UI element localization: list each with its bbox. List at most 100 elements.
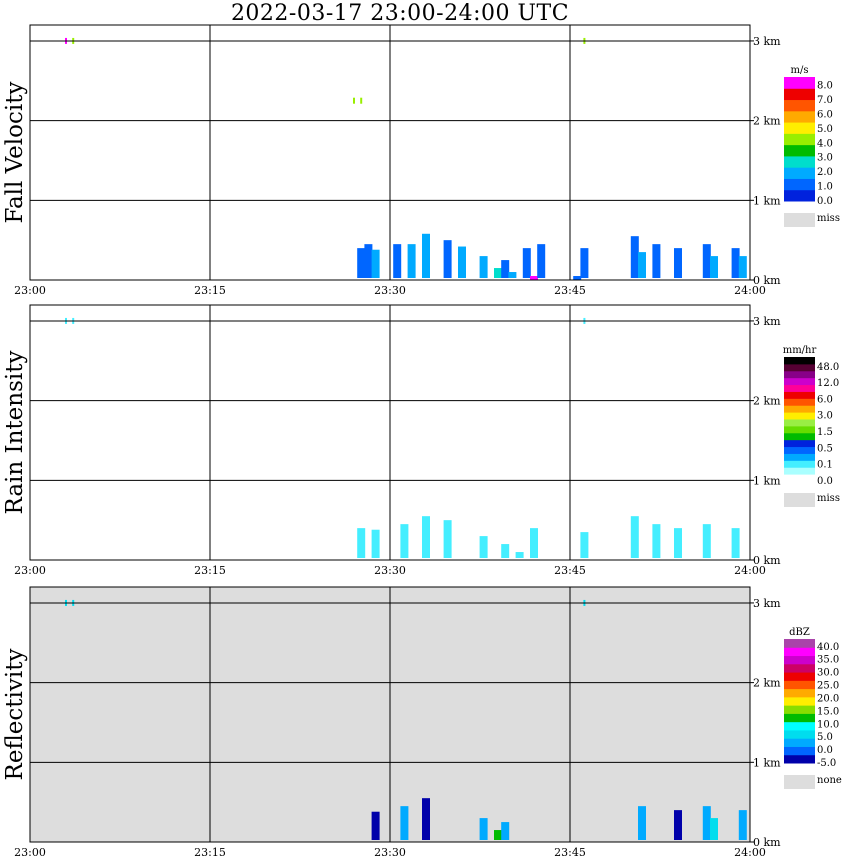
colorbar-swatch — [784, 425, 815, 434]
colorbar-swatch — [784, 680, 815, 690]
x-tick-label: 23:45 — [554, 564, 586, 577]
colorbar-swatch — [784, 432, 815, 441]
colorbar-miss-label: none — [817, 775, 842, 786]
colorbar-swatch — [784, 754, 815, 764]
y-tick-label: 1 km — [753, 756, 781, 769]
data-cell — [400, 524, 409, 558]
y-tick-label: 3 km — [753, 35, 781, 48]
colorbar-swatch — [784, 370, 815, 379]
colorbar-label: 7.0 — [817, 95, 833, 106]
colorbar-swatch — [784, 391, 815, 399]
colorbar-swatch — [784, 729, 815, 739]
colorbar-swatch — [784, 189, 815, 202]
panel-ylabel: Rain Intensity — [2, 350, 28, 514]
colorbar-swatch — [784, 110, 815, 123]
colorbar-label: 1.5 — [817, 427, 833, 438]
x-tick-label: 23:00 — [14, 846, 46, 859]
x-tick-label: 23:30 — [374, 846, 406, 859]
colorbar-swatch — [784, 167, 815, 179]
data-cell — [702, 806, 711, 840]
plot-frame — [29, 586, 751, 843]
data-cell — [371, 811, 380, 840]
data-cell — [580, 248, 589, 278]
colorbar-miss-swatch — [784, 775, 815, 789]
colorbar-unit: m/s — [791, 65, 809, 76]
colorbar-swatch — [784, 446, 815, 454]
x-tick-label: 23:30 — [374, 564, 406, 577]
colorbar-label: 5.0 — [817, 124, 833, 135]
data-cell — [515, 552, 524, 558]
colorbar-label: 4.0 — [817, 138, 833, 149]
data-cell — [494, 830, 502, 840]
colorbar-swatch — [784, 713, 815, 723]
y-tick-label: 2 km — [753, 115, 781, 128]
data-cell — [407, 244, 416, 278]
x-tick-label: 23:00 — [14, 564, 46, 577]
data-cell — [443, 520, 452, 558]
colorbar-label: 0.0 — [817, 196, 833, 207]
data-cell — [501, 544, 510, 558]
data-cell — [638, 252, 646, 278]
colorbar-label: -5.0 — [817, 758, 836, 769]
colorbar-swatch — [784, 77, 815, 89]
colorbar-swatch — [784, 363, 815, 372]
colorbar-unit: dBZ — [789, 627, 810, 638]
data-cell — [530, 276, 538, 281]
data-cell — [479, 256, 488, 278]
data-cell — [573, 276, 582, 281]
data-cell — [422, 516, 430, 558]
data-cell — [652, 524, 661, 558]
data-cell — [494, 268, 502, 278]
colorbar-label: 20.0 — [817, 693, 839, 704]
x-tick-label: 23:45 — [554, 284, 586, 297]
colorbar-swatch — [784, 696, 815, 706]
colorbar-label: 35.0 — [817, 655, 839, 666]
colorbar-label: 15.0 — [817, 706, 839, 717]
data-cell — [501, 260, 510, 278]
data-cell — [479, 818, 488, 840]
colorbar-label: 5.0 — [817, 732, 833, 743]
colorbar-swatch — [784, 412, 815, 420]
colorbar-swatch — [784, 88, 815, 101]
data-cell — [508, 272, 517, 278]
colorbar-swatch — [784, 439, 815, 448]
colorbar-label: 0.0 — [817, 745, 833, 756]
colorbar-swatch — [784, 639, 815, 648]
data-cell — [530, 528, 538, 558]
data-cell — [702, 524, 711, 558]
data-cell — [501, 822, 510, 840]
chart-title: 2022-03-17 23:00-24:00 UTC — [230, 1, 570, 26]
x-tick-label: 23:45 — [554, 846, 586, 859]
colorbar-swatch — [784, 99, 815, 112]
colorbar-label: 8.0 — [817, 81, 833, 92]
colorbar-swatch — [784, 672, 815, 681]
x-tick-label: 23:30 — [374, 284, 406, 297]
colorbar-label: 2.0 — [817, 167, 833, 178]
colorbar-label: 0.0 — [817, 476, 833, 487]
data-cell — [360, 97, 363, 104]
colorbar-swatch — [784, 655, 815, 665]
data-cell — [422, 233, 430, 278]
data-cell — [371, 529, 380, 558]
y-tick-label: 1 km — [753, 474, 781, 487]
colorbar-swatch — [784, 705, 815, 714]
data-cell — [731, 248, 740, 278]
panel-ylabel: Reflectivity — [2, 649, 28, 781]
data-cell — [443, 240, 452, 278]
data-cell — [357, 248, 366, 278]
data-cell — [731, 528, 740, 558]
colorbar-unit: mm/hr — [783, 345, 817, 356]
colorbar-label: 0.5 — [817, 443, 833, 454]
colorbar-swatch — [784, 738, 815, 747]
data-cell — [400, 806, 409, 840]
data-cell — [537, 244, 546, 278]
colorbar-swatch — [784, 419, 815, 427]
colorbar-label: 30.0 — [817, 668, 839, 679]
data-cell — [371, 249, 380, 278]
y-tick-label: 1 km — [753, 194, 781, 207]
data-cell — [630, 236, 639, 278]
colorbar-label: 10.0 — [817, 719, 839, 730]
colorbar-miss-label: miss — [817, 493, 840, 504]
x-tick-label: 23:15 — [194, 846, 226, 859]
